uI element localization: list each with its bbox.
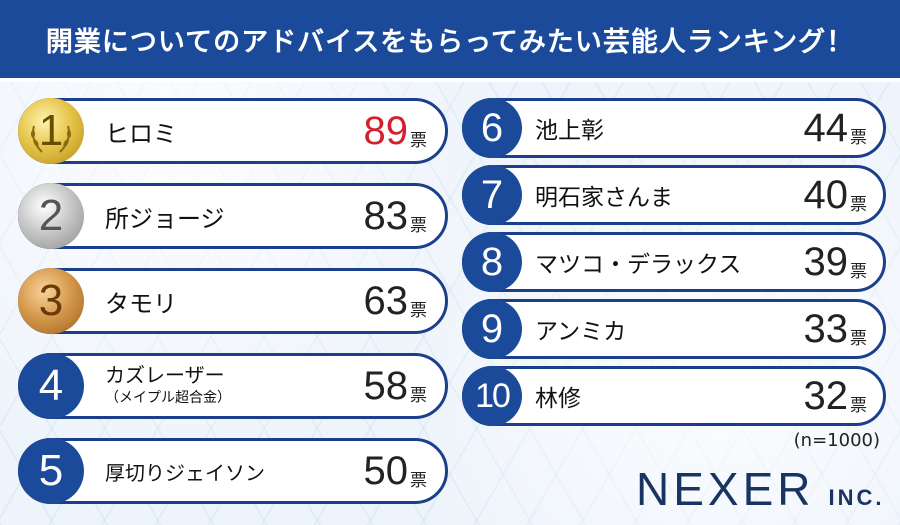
- logo-name: NEXER: [636, 463, 815, 515]
- vote-number: 58: [363, 363, 409, 408]
- rank-row-8: 8 マツコ・デラックス 39 票: [462, 232, 886, 292]
- rank-number: 10: [475, 376, 511, 415]
- vote-count: 89 票: [364, 101, 428, 161]
- vote-number: 32: [803, 373, 849, 418]
- company-logo: NEXER INC.: [636, 462, 884, 516]
- rank-number: 7: [480, 172, 504, 217]
- celebrity-name: マツコ・デラックス: [535, 252, 742, 278]
- celebrity-name: 明石家さんま: [535, 185, 673, 211]
- vote-unit: 票: [410, 215, 427, 235]
- rank-row-1: 1 ヒロミ 89 票: [18, 98, 448, 164]
- celebrity-name: 林修: [535, 386, 581, 412]
- rank-badge: 10: [462, 366, 522, 426]
- vote-count: 40 票: [804, 168, 868, 222]
- vote-unit: 票: [410, 300, 427, 320]
- vote-count: 63 票: [364, 271, 428, 331]
- celebrity-name: カズレーザー: [105, 363, 225, 387]
- vote-number: 44: [803, 105, 849, 150]
- rank-number: 9: [480, 306, 504, 351]
- rank-badge: 8: [462, 232, 522, 292]
- vote-count: 58 票: [364, 356, 428, 416]
- rank-number: 4: [38, 361, 64, 410]
- bronze-medal-icon: 3: [18, 268, 84, 334]
- celebrity-name: 所ジョージ: [105, 204, 225, 233]
- rank-row-9: 9 アンミカ 33 票: [462, 299, 886, 359]
- vote-number: 40: [803, 172, 849, 217]
- rank-number: 3: [38, 276, 64, 325]
- rank-number: 8: [480, 239, 504, 284]
- rank-badge: 6: [462, 98, 522, 158]
- rank-row-10: 10 林修 32 票: [462, 366, 886, 426]
- rank-row-3: 3 タモリ 63 票: [18, 268, 448, 334]
- silver-medal-icon: 2: [18, 183, 84, 249]
- celebrity-name: 池上彰: [535, 118, 604, 144]
- vote-count: 83 票: [364, 186, 428, 246]
- vote-number: 89: [363, 108, 409, 153]
- vote-number: 39: [803, 239, 849, 284]
- rank-row-2: 2 所ジョージ 83 票: [18, 183, 448, 249]
- vote-unit: 票: [850, 261, 867, 281]
- rank-badge: 4: [18, 353, 84, 419]
- vote-unit: 票: [410, 130, 427, 150]
- rank-badge: 9: [462, 299, 522, 359]
- celebrity-name-group: カズレーザー （メイプル超合金）: [105, 362, 231, 408]
- logo-suffix: INC.: [828, 485, 885, 510]
- vote-number: 50: [363, 448, 409, 493]
- vote-number: 63: [363, 278, 409, 323]
- celebrity-name: アンミカ: [535, 319, 627, 345]
- vote-unit: 票: [410, 385, 427, 405]
- vote-count: 50 票: [364, 441, 428, 501]
- vote-number: 83: [363, 193, 409, 238]
- rank-number: 5: [38, 446, 64, 495]
- celebrity-name: タモリ: [105, 289, 177, 318]
- rank-row-7: 7 明石家さんま 40 票: [462, 165, 886, 225]
- celebrity-group: （メイプル超合金）: [105, 390, 231, 406]
- rank-number: 6: [480, 105, 504, 150]
- vote-unit: 票: [850, 395, 867, 415]
- rank-number: 2: [38, 191, 64, 240]
- vote-count: 39 票: [804, 235, 868, 289]
- vote-unit: 票: [850, 328, 867, 348]
- vote-unit: 票: [850, 194, 867, 214]
- vote-count: 44 票: [804, 101, 868, 155]
- vote-unit: 票: [850, 127, 867, 147]
- vote-count: 33 票: [804, 302, 868, 356]
- celebrity-name: ヒロミ: [105, 119, 177, 148]
- chart-title: 開業についてのアドバイスをもらってみたい芸能人ランキング！: [0, 0, 900, 82]
- rank-badge: 7: [462, 165, 522, 225]
- rank-number: 1: [38, 106, 64, 155]
- gold-medal-icon: 1: [18, 98, 84, 164]
- rank-badge: 5: [18, 438, 84, 504]
- rank-row-6: 6 池上彰 44 票: [462, 98, 886, 158]
- sample-size-note: (n=1000): [793, 430, 880, 451]
- celebrity-name: 厚切りジェイソン: [105, 460, 265, 485]
- vote-number: 33: [803, 306, 849, 351]
- rank-row-4: 4 カズレーザー （メイプル超合金） 58 票: [18, 353, 448, 419]
- vote-count: 32 票: [804, 369, 868, 423]
- rank-row-5: 5 厚切りジェイソン 50 票: [18, 438, 448, 504]
- vote-unit: 票: [410, 470, 427, 490]
